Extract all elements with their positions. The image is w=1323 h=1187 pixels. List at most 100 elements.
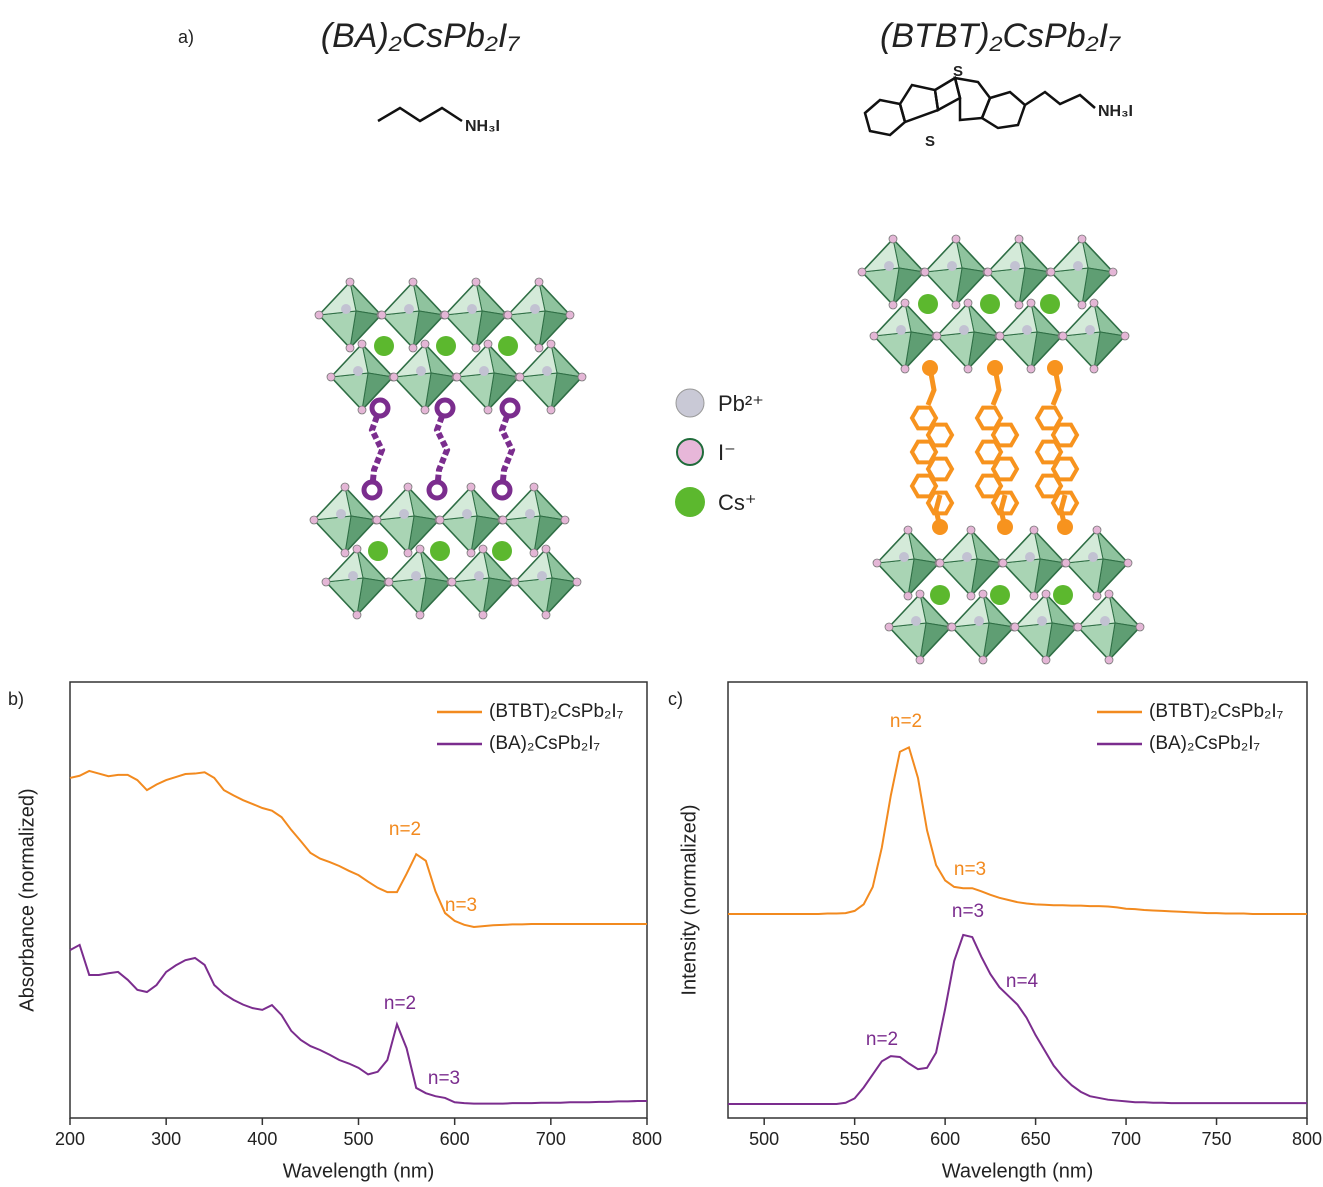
x-tick-label: 650	[1021, 1129, 1051, 1149]
i-atom	[577, 372, 587, 382]
annotation: n=2	[890, 711, 922, 732]
octahedron-face	[329, 372, 369, 412]
i-atom	[888, 300, 898, 310]
i-atom	[963, 298, 973, 308]
pb-atom	[341, 304, 351, 314]
ba-head	[491, 479, 513, 501]
y-axis-label: Absorbance (normalized)	[16, 788, 38, 1011]
atom-legend-label: Pb²⁺	[718, 391, 764, 416]
i-atom	[534, 343, 544, 353]
ba-head	[499, 397, 521, 419]
x-tick-label: 400	[247, 1129, 277, 1149]
i-atom	[478, 610, 488, 620]
annotation: n=2	[866, 1029, 898, 1050]
atom-label: S	[925, 133, 935, 150]
i-atom	[1092, 591, 1102, 601]
annotation: n=3	[952, 901, 984, 922]
btbt-ring	[925, 456, 955, 482]
i-atom	[420, 405, 430, 415]
i-atom	[951, 234, 961, 244]
series-line	[69, 769, 647, 929]
btbt-molecule	[863, 76, 1096, 137]
cs-atom	[1053, 585, 1073, 605]
i-atom	[546, 405, 556, 415]
octahedron-face	[1076, 622, 1116, 662]
i-atom	[1123, 558, 1133, 568]
btbt-ring	[990, 490, 1020, 516]
i-atom	[888, 234, 898, 244]
i-atom	[1089, 364, 1099, 374]
octahedron-face	[518, 372, 558, 412]
x-tick-label: 800	[1292, 1129, 1322, 1149]
x-tick-label: 800	[632, 1129, 662, 1149]
i-atom	[963, 364, 973, 374]
pb-atom	[542, 366, 552, 376]
i-atom	[352, 610, 362, 620]
i-atom	[357, 339, 367, 349]
pb-atom	[537, 571, 547, 581]
pb-atom	[884, 261, 894, 271]
panel-label: a)	[178, 27, 194, 47]
i-atom	[1077, 234, 1087, 244]
group-label: NH₃I	[1098, 103, 1133, 120]
pb-atom	[1037, 616, 1047, 626]
i-atom	[357, 405, 367, 415]
i-atom	[1104, 589, 1114, 599]
i-atom	[1120, 331, 1130, 341]
annotation: n=4	[1006, 971, 1039, 992]
i-atom	[478, 544, 488, 554]
i-atom	[321, 577, 331, 587]
i-atom	[1029, 591, 1039, 601]
i-atom	[995, 331, 1005, 341]
x-tick-label: 200	[55, 1129, 85, 1149]
btbt-ring	[1050, 490, 1080, 516]
octahedron-face	[872, 331, 912, 371]
i-atom	[915, 655, 925, 665]
cs-atom	[368, 541, 388, 561]
i-atom	[951, 300, 961, 310]
cs-atom	[930, 585, 950, 605]
octahedron-face	[324, 577, 364, 617]
i-atom	[560, 515, 570, 525]
btbt-chain	[925, 367, 937, 406]
butylammonium-chain	[377, 106, 463, 123]
series-line	[728, 933, 1307, 1106]
pb-atom	[530, 304, 540, 314]
i-atom	[884, 622, 894, 632]
i-atom	[529, 548, 539, 558]
i-atom	[1073, 622, 1083, 632]
i-atom	[415, 544, 425, 554]
i-atom	[403, 482, 413, 492]
i-atom	[1010, 622, 1020, 632]
annotation: n=2	[389, 819, 421, 840]
i-atom	[510, 577, 520, 587]
i-atom	[1041, 589, 1051, 599]
atom-label: S	[953, 63, 963, 80]
i-atom	[676, 438, 704, 466]
legend-label: (BA)₂CsPb₂I₇	[1149, 733, 1260, 754]
i-atom	[935, 558, 945, 568]
group-label: NH₃I	[465, 118, 500, 135]
pb-atom	[479, 366, 489, 376]
x-tick-label: 700	[1111, 1129, 1141, 1149]
i-atom	[903, 525, 913, 535]
pb-atom	[404, 304, 414, 314]
panel-label: b)	[8, 689, 24, 709]
i-atom	[1058, 331, 1068, 341]
x-tick-label: 300	[151, 1129, 181, 1149]
cs-atom	[430, 541, 450, 561]
i-atom	[389, 372, 399, 382]
i-atom	[1046, 267, 1056, 277]
i-atom	[440, 310, 450, 320]
x-tick-label: 600	[930, 1129, 960, 1149]
i-atom	[483, 339, 493, 349]
btbt-chain	[1058, 494, 1068, 528]
y-axis-label: Intensity (normalized)	[678, 804, 700, 995]
btbt-chain	[998, 494, 1008, 528]
cs-atom	[980, 294, 1000, 314]
ba-chain	[368, 406, 386, 491]
i-atom	[309, 515, 319, 525]
octahedron-face	[392, 372, 432, 412]
